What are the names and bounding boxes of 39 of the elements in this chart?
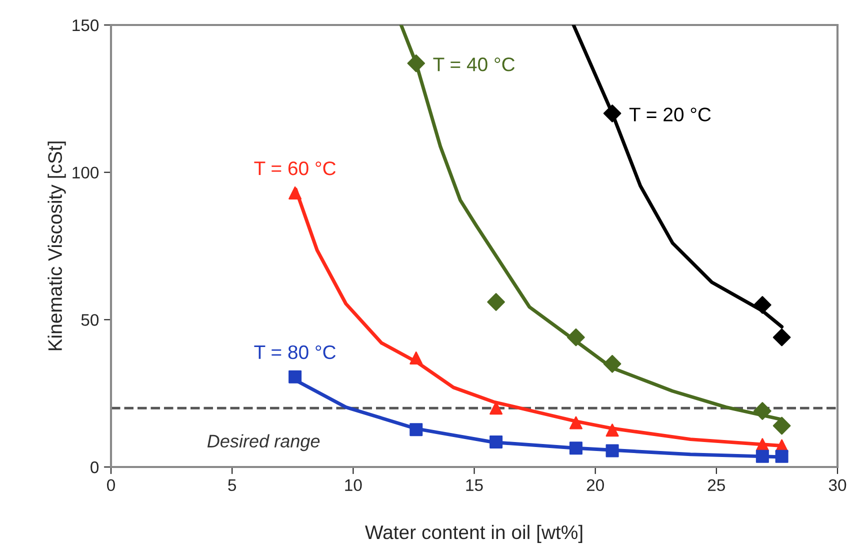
- x-tick-label: 0: [107, 479, 115, 492]
- y-tick-label: 150: [72, 19, 99, 32]
- x-tick-label: 30: [828, 479, 846, 492]
- point: [754, 296, 772, 314]
- y-tick-label: 0: [90, 461, 99, 474]
- x-tick-label: 10: [345, 479, 362, 492]
- x-axis-title: Water content in oil [wt%]: [365, 524, 582, 544]
- point: [772, 328, 791, 346]
- point: [288, 370, 302, 384]
- point: [775, 450, 788, 463]
- point: [410, 423, 423, 436]
- x-tick-label: 15: [466, 479, 483, 492]
- x-tick-label: 5: [228, 479, 236, 492]
- point: [569, 442, 582, 455]
- point: [567, 328, 585, 346]
- annotation: Desired range: [207, 434, 320, 452]
- series-label: T = 20 °C: [629, 108, 711, 122]
- point: [772, 416, 791, 435]
- point: [569, 416, 582, 430]
- point: [490, 402, 503, 415]
- series-label: T = 60 °C: [254, 161, 336, 176]
- point: [756, 450, 769, 463]
- x-tick-label: 20: [586, 479, 604, 492]
- point: [606, 444, 619, 458]
- y-tick-label: 50: [81, 314, 99, 326]
- point: [288, 186, 302, 200]
- series-label: T = 40 °C: [433, 58, 515, 72]
- y-axis-title: Kinematic Viscosity [cSt]: [48, 142, 66, 350]
- x-tick-label: 25: [708, 479, 725, 492]
- y-tick-label: 100: [72, 166, 99, 179]
- point: [606, 424, 619, 437]
- point: [603, 354, 622, 373]
- point: [407, 54, 426, 72]
- point: [754, 402, 772, 420]
- point: [490, 435, 503, 448]
- series-label: T = 80 °C: [254, 345, 336, 360]
- point: [603, 104, 622, 122]
- point: [410, 351, 423, 364]
- point: [487, 293, 505, 311]
